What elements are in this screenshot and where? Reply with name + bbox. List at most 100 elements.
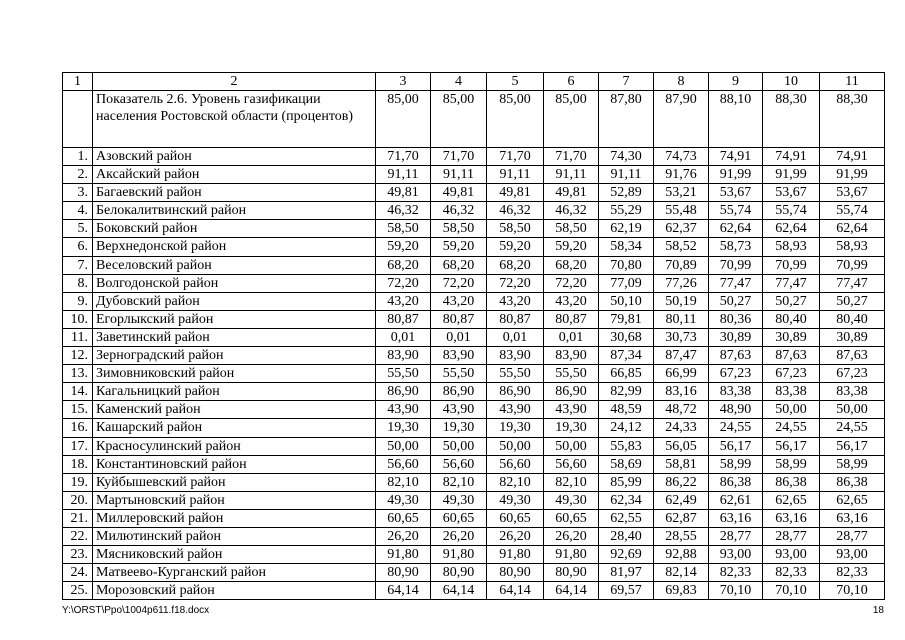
row-number: 5. — [62, 219, 93, 239]
district-name: Мартыновский район — [92, 490, 376, 510]
cell-value: 58,52 — [653, 237, 709, 257]
cell-value: 55,74 — [819, 201, 885, 221]
cell-value: 80,87 — [543, 309, 599, 329]
row-number — [62, 90, 93, 148]
cell-value: 59,20 — [375, 237, 431, 257]
cell-value: 60,65 — [375, 508, 431, 528]
cell-value: 58,99 — [708, 454, 763, 474]
table-row: 10. Егорлыкский район 80,87 80,87 80,87 80,87… — [62, 309, 885, 329]
cell-value: 70,99 — [762, 255, 820, 275]
row-number: 18. — [62, 454, 93, 474]
table-row: 24. Матвеево-Курганский район 80,90 80,90 80… — [62, 563, 885, 583]
table-row: 13. Зимовниковский район 55,50 55,50 55,50 55… — [62, 364, 885, 384]
cell-value: 67,23 — [762, 364, 820, 384]
cell-value: 86,38 — [708, 472, 763, 492]
cell-value: 77,47 — [819, 273, 885, 293]
cell-value: 53,67 — [819, 183, 885, 203]
cell-value: 53,67 — [762, 183, 820, 203]
cell-value: 83,90 — [486, 346, 544, 366]
cell-value: 56,60 — [375, 454, 431, 474]
cell-value: 24,55 — [762, 418, 820, 438]
cell-value: 74,91 — [819, 146, 885, 167]
row-number: 4. — [62, 201, 93, 221]
district-name: Егорлыкский район — [92, 309, 376, 329]
column-header: 9 — [708, 72, 763, 91]
cell-value: 56,60 — [430, 454, 487, 474]
cell-value: 58,34 — [598, 237, 654, 257]
table-row: 25. Морозовский район 64,14 64,14 64,14 64,14… — [62, 581, 885, 601]
cell-value: 53,21 — [653, 183, 709, 203]
column-header: 2 — [92, 72, 376, 91]
indicator-name: Показатель 2.6. Уровень газификации насе… — [92, 90, 376, 148]
cell-value: 62,65 — [819, 490, 885, 510]
cell-value: 49,30 — [543, 490, 599, 510]
cell-value: 66,99 — [653, 364, 709, 384]
cell-value: 74,30 — [598, 146, 654, 167]
cell-value: 70,10 — [819, 581, 885, 601]
district-name: Верхнедонской район — [92, 237, 376, 257]
cell-value: 85,99 — [598, 472, 654, 492]
cell-value: 50,10 — [598, 291, 654, 311]
table-body: 1 2 3 4 5 6 7 8 9 10 11 Показатель 2.6. Уровень газ… — [62, 72, 885, 601]
cell-value: 62,49 — [653, 490, 709, 510]
table-row: 11. Заветинский район 0,01 0,01 0,01 0,01 30,6… — [62, 327, 885, 348]
district-name: Кагальницкий район — [92, 382, 376, 402]
cell-value: 43,90 — [486, 400, 544, 420]
cell-value: 83,90 — [430, 346, 487, 366]
district-name: Заветинский район — [92, 327, 376, 348]
cell-value: 63,16 — [708, 508, 763, 528]
cell-value: 55,29 — [598, 201, 654, 221]
cell-value: 49,81 — [430, 183, 487, 203]
column-header: 11 — [819, 72, 885, 91]
cell-value: 82,10 — [430, 472, 487, 492]
district-name: Веселовский район — [92, 255, 376, 275]
cell-value: 19,30 — [375, 418, 431, 438]
cell-value: 24,12 — [598, 418, 654, 438]
indicator-value: 85,00 — [486, 90, 544, 148]
cell-value: 58,69 — [598, 454, 654, 474]
row-number: 23. — [62, 545, 93, 565]
cell-value: 77,47 — [708, 273, 763, 293]
cell-value: 82,10 — [543, 472, 599, 492]
table-row: 18. Константиновский район 56,60 56,60 56,60… — [62, 454, 885, 474]
cell-value: 67,23 — [708, 364, 763, 384]
cell-value: 56,17 — [762, 436, 820, 456]
cell-value: 26,20 — [543, 526, 599, 547]
cell-value: 71,70 — [430, 146, 487, 167]
district-name: Мясниковский район — [92, 545, 376, 565]
cell-value: 50,00 — [762, 400, 820, 420]
row-number: 12. — [62, 346, 93, 366]
cell-value: 19,30 — [543, 418, 599, 438]
cell-value: 82,10 — [486, 472, 544, 492]
cell-value: 28,40 — [598, 526, 654, 547]
row-number: 3. — [62, 183, 93, 203]
district-name: Красносулинский район — [92, 436, 376, 456]
cell-value: 62,19 — [598, 219, 654, 239]
table-row: Показатель 2.6. Уровень газификации насе… — [62, 90, 885, 148]
table-row: 6. Верхнедонской район 59,20 59,20 59,20 59,2… — [62, 237, 885, 257]
cell-value: 80,90 — [543, 563, 599, 583]
cell-value: 91,11 — [375, 165, 431, 185]
table-row: 9. Дубовский район 43,20 43,20 43,20 43,20 50,… — [62, 291, 885, 311]
district-name: Милютинский район — [92, 526, 376, 547]
cell-value: 91,76 — [653, 165, 709, 185]
table-row: 23. Мясниковский район 91,80 91,80 91,80 91,8… — [62, 545, 885, 565]
district-name: Боковский район — [92, 219, 376, 239]
cell-value: 91,99 — [819, 165, 885, 185]
row-number: 25. — [62, 581, 93, 601]
row-number: 19. — [62, 472, 93, 492]
cell-value: 70,80 — [598, 255, 654, 275]
cell-value: 56,60 — [543, 454, 599, 474]
row-number: 24. — [62, 563, 93, 583]
cell-value: 43,20 — [430, 291, 487, 311]
cell-value: 62,64 — [708, 219, 763, 239]
cell-value: 83,90 — [375, 346, 431, 366]
indicator-value: 88,30 — [819, 90, 885, 148]
cell-value: 64,14 — [543, 581, 599, 601]
row-number: 8. — [62, 273, 93, 293]
cell-value: 80,90 — [486, 563, 544, 583]
cell-value: 80,90 — [375, 563, 431, 583]
cell-value: 62,64 — [762, 219, 820, 239]
cell-value: 58,50 — [375, 219, 431, 239]
cell-value: 80,87 — [486, 309, 544, 329]
